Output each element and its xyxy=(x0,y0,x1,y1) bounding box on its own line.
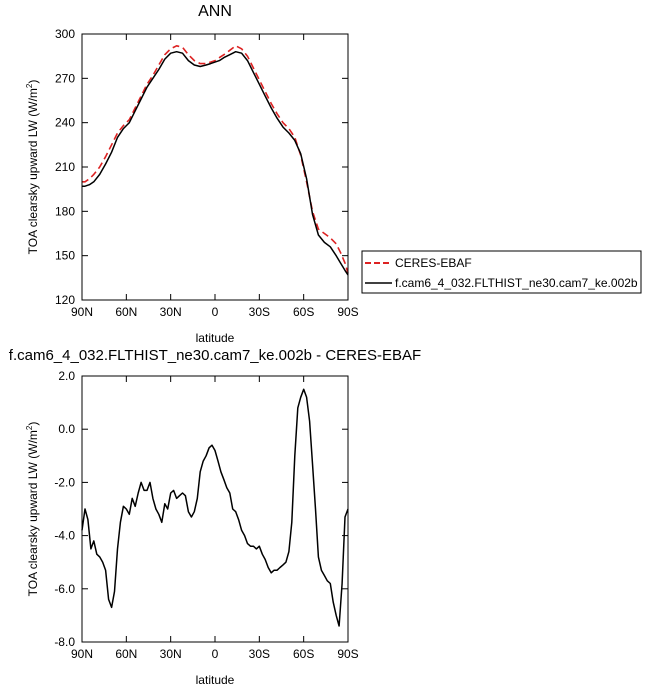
top-plot-frame xyxy=(81,33,349,301)
bottom-y-tick-label: -4.0 xyxy=(54,529,75,543)
bottom-x-axis-label: latitude xyxy=(196,673,235,687)
bottom-y-tick-label: -6.0 xyxy=(54,582,75,596)
bottom-plot-area: 90N 60N 30N 0 30S 60S 90S -8.0 -6.0 -4.0 -2.0 0.0 2.… xyxy=(54,369,358,661)
top-y-tick-label: 150 xyxy=(55,249,75,263)
top-y-tick-label: 180 xyxy=(55,204,75,218)
bottom-y-axis-label: TOA clearsky upward LW (W/m2) xyxy=(25,422,40,597)
top-x-axis-label: latitude xyxy=(196,331,235,345)
top-x-tick-label: 90N xyxy=(71,305,93,319)
top-chart-title: ANN xyxy=(198,3,232,20)
top-y-axis-label: TOA clearsky upward LW (W/m2) xyxy=(25,80,40,255)
bottom-y-tick-label: -2.0 xyxy=(54,475,75,489)
bottom-chart-title: f.cam6_4_032.FLTHIST_ne30.cam7_ke.002b -… xyxy=(9,347,421,364)
bottom-y-tick-label: 0.0 xyxy=(58,422,75,436)
top-series-line-1 xyxy=(82,50,349,276)
top-x-tick-label: 0 xyxy=(212,305,219,319)
top-y-tick-label: 270 xyxy=(55,71,75,85)
bottom-x-tick-label: 0 xyxy=(212,647,219,661)
bottom-x-tick-label: 60N xyxy=(115,647,137,661)
bottom-x-tick-label: 90S xyxy=(337,647,358,661)
bottom-y-tick-label: 2.0 xyxy=(58,369,75,383)
bottom-plot-frame xyxy=(81,375,349,643)
bottom-x-tick-label: 60S xyxy=(293,647,314,661)
top-x-tick-label: 30N xyxy=(160,305,182,319)
top-x-tick-label: 30S xyxy=(249,305,270,319)
bottom-x-tick-label: 30S xyxy=(249,647,270,661)
bottom-x-tick-label: 90N xyxy=(71,647,93,661)
top-x-tick-label: 60N xyxy=(115,305,137,319)
legend-box xyxy=(361,250,642,294)
legend-label-model: f.cam6_4_032.FLTHIST_ne30.cam7_ke.002b xyxy=(395,276,638,290)
top-y-tick-label: 120 xyxy=(55,293,75,307)
bottom-series-line-0 xyxy=(81,388,349,627)
legend-label-ceres: CERES-EBAF xyxy=(395,256,472,270)
bottom-x-tick-label: 30N xyxy=(160,647,182,661)
top-x-tick-label: 90S xyxy=(337,305,358,319)
top-y-tick-label: 300 xyxy=(55,27,75,41)
top-x-tick-label: 60S xyxy=(293,305,314,319)
top-y-tick-label: 210 xyxy=(55,160,75,174)
legend: CERES-EBAF f.cam6_4_032.FLTHIST_ne30.cam… xyxy=(361,250,642,294)
bottom-y-tick-label: -8.0 xyxy=(54,635,75,649)
top-plot-area: 90N 60N 30N 0 30S 60S 90S 120 150 180 210 240 270 300 xyxy=(55,27,359,319)
top-series-line-0 xyxy=(82,45,349,274)
top-y-tick-label: 240 xyxy=(55,116,75,130)
